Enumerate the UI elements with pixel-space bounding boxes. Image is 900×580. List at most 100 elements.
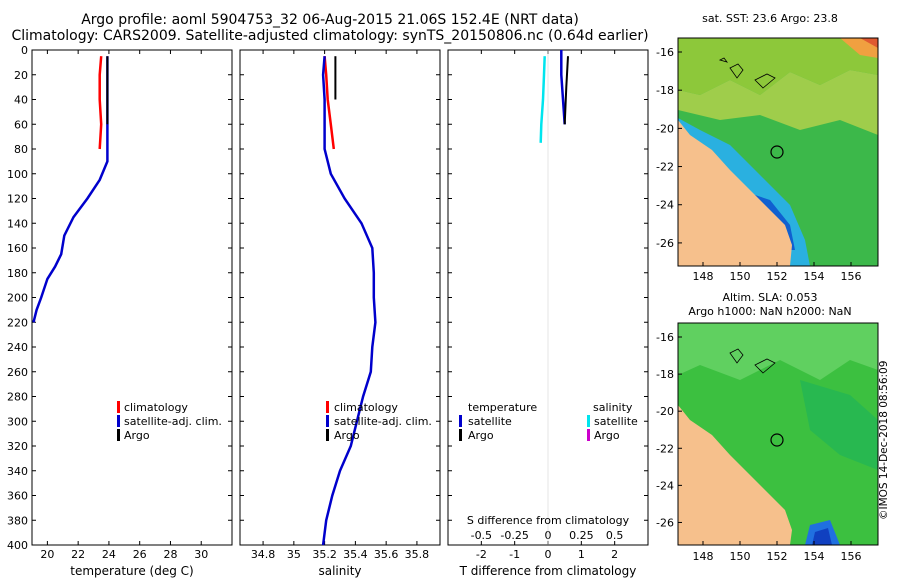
sst-map: [677, 37, 879, 267]
lon-tick-label: 154: [804, 550, 825, 563]
x-tick-label: 0: [545, 548, 552, 561]
legend-s-satellite: satellite: [594, 415, 638, 428]
legend-t-argo: Argo: [468, 429, 494, 442]
temperature-legend: climatology satellite-adj. clim. Argo: [117, 401, 222, 442]
legend-climatology: climatology: [124, 401, 188, 414]
series-line-s-satellite: [539, 56, 546, 143]
series-line-climatology: [323, 56, 336, 150]
depth-tick-label: 300: [7, 415, 28, 428]
depth-tick-label: 240: [7, 341, 28, 354]
legend-argo: Argo: [124, 429, 150, 442]
x-tick-label: 20: [40, 548, 54, 561]
sst-map-title: sat. SST: 23.6 Argo: 23.8: [702, 12, 838, 25]
lon-tick-label: 156: [841, 550, 862, 563]
depth-tick-label: 140: [7, 217, 28, 230]
depth-tick-label: 180: [7, 267, 28, 280]
lat-tick-label: -24: [656, 199, 674, 212]
temperature-panel: [31, 49, 233, 546]
series-line-satellite-adj-clim-: [32, 56, 109, 323]
x-tick-label: -2: [476, 548, 487, 561]
depth-tick-label: 80: [14, 143, 28, 156]
sla-map: [677, 322, 879, 546]
chart-title-line2: Climatology: CARS2009. Satellite-adjuste…: [11, 28, 649, 44]
lat-tick-label: -22: [656, 161, 674, 174]
legend-satellite-adj: satellite-adj. clim.: [124, 415, 222, 428]
lat-tick-label: -20: [656, 122, 674, 135]
lat-tick-label: -20: [656, 405, 674, 418]
x-tick-label: 26: [133, 548, 147, 561]
lon-tick-label: 152: [767, 550, 788, 563]
difference-legend: temperature satellite Argo salinity sate…: [459, 401, 638, 442]
legend-t-satellite: satellite: [468, 415, 512, 428]
depth-tick-label: 260: [7, 366, 28, 379]
series-line-t-satellite: [560, 50, 566, 125]
legend-s-argo: Argo: [594, 429, 620, 442]
x-tick-label: 28: [163, 548, 177, 561]
depth-tick-label: 120: [7, 193, 28, 206]
legend-satellite-adj: satellite-adj. clim.: [334, 415, 432, 428]
lat-tick-label: -22: [656, 442, 674, 455]
depth-tick-label: 320: [7, 440, 28, 453]
lon-tick-label: 150: [730, 270, 751, 283]
depth-tick-label: 400: [7, 539, 28, 552]
lat-tick-label: -16: [656, 331, 674, 344]
x-tick-label: 22: [71, 548, 85, 561]
lat-tick-label: -18: [656, 368, 674, 381]
series-line-satellite-adj-clim-: [321, 56, 377, 546]
legend-salinity-title: salinity: [593, 401, 633, 414]
depth-axis: 0 20 40 60 80 100 120 140 160 180 200 220 240 260 280 3…: [7, 44, 648, 552]
depth-tick-label: 360: [7, 490, 28, 503]
legend-temperature-title: temperature: [468, 401, 537, 414]
lat-tick-label: -18: [656, 84, 674, 97]
profile-marks: 20 22 24 26 28 30 34.8 35 35.2 35.4 35.6 35.8 -2 -1 0 1…: [32, 50, 624, 561]
legend-climatology: climatology: [334, 401, 398, 414]
s-tick-label: -0.5: [471, 529, 492, 542]
s-difference-xlabel: S difference from climatology: [467, 514, 630, 527]
depth-tick-label: 380: [7, 514, 28, 527]
depth-tick-label: 0: [21, 44, 28, 57]
s-tick-label: 0.5: [606, 529, 624, 542]
lon-tick-label: 152: [767, 270, 788, 283]
x-tick-label: 30: [194, 548, 208, 561]
depth-tick-label: 200: [7, 292, 28, 305]
x-tick-label: 24: [102, 548, 116, 561]
depth-tick-label: 220: [7, 316, 28, 329]
s-tick-label: 0.25: [569, 529, 594, 542]
chart-title-line1: Argo profile: aoml 5904753_32 06-Aug-201…: [81, 12, 579, 28]
x-tick-label: 35.2: [312, 548, 337, 561]
x-tick-label: 34.8: [251, 548, 276, 561]
temperature-xlabel: temperature (deg C): [70, 564, 193, 578]
lon-tick-label: 154: [804, 270, 825, 283]
x-tick-label: 35.4: [343, 548, 368, 561]
imos-credit: ©IMOS 14-Dec-2018 08:56:09: [878, 360, 890, 520]
depth-tick-label: 40: [14, 94, 28, 107]
x-tick-label: 35: [287, 548, 301, 561]
lon-tick-label: 150: [730, 550, 751, 563]
depth-tick-label: 160: [7, 242, 28, 255]
t-difference-xlabel: T difference from climatology: [459, 564, 637, 578]
depth-tick-label: 340: [7, 465, 28, 478]
x-tick-label: 35.6: [374, 548, 399, 561]
lon-tick-label: 156: [841, 270, 862, 283]
x-tick-label: 1: [578, 548, 585, 561]
lat-tick-label: -24: [656, 479, 674, 492]
salinity-xlabel: salinity: [318, 564, 361, 578]
lat-tick-label: -16: [656, 46, 674, 59]
sla-map-title-1: Altim. SLA: 0.053: [722, 291, 818, 304]
legend-argo: Argo: [334, 429, 360, 442]
depth-tick-label: 60: [14, 118, 28, 131]
sla-map-title-2: Argo h1000: NaN h2000: NaN: [688, 305, 852, 318]
lat-tick-label: -26: [656, 237, 674, 250]
x-tick-label: 2: [611, 548, 618, 561]
depth-tick-label: 20: [14, 69, 28, 82]
depth-tick-label: 280: [7, 391, 28, 404]
x-tick-label: 35.8: [405, 548, 430, 561]
series-line-climatology: [98, 56, 103, 150]
depth-tick-label: 100: [7, 168, 28, 181]
salinity-legend: climatology satellite-adj. clim. Argo: [326, 401, 432, 442]
x-tick-label: -1: [509, 548, 520, 561]
lon-tick-label: 148: [693, 270, 714, 283]
s-tick-label: -0.25: [500, 529, 528, 542]
lon-tick-label: 148: [693, 550, 714, 563]
